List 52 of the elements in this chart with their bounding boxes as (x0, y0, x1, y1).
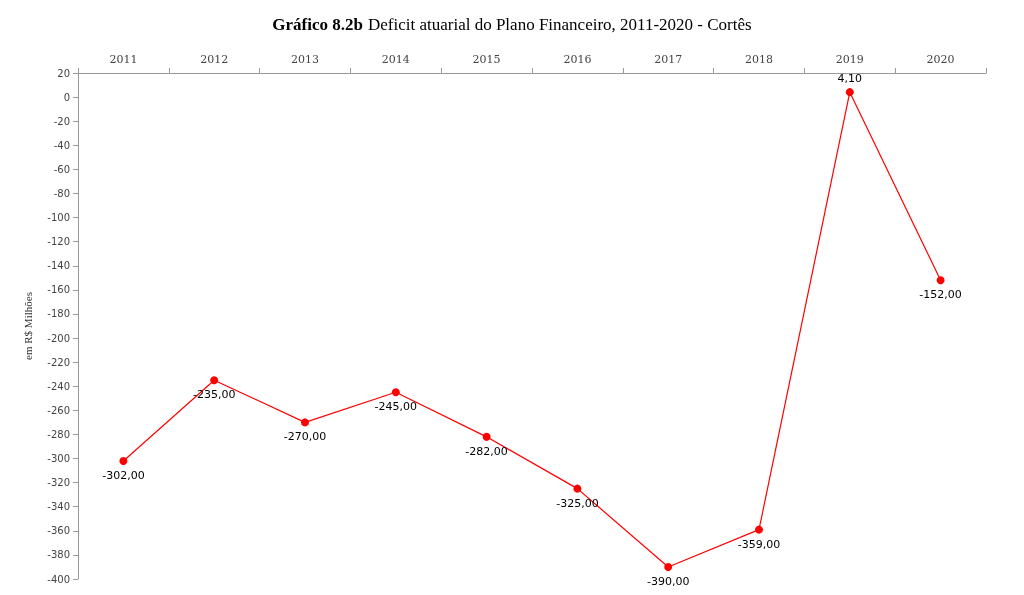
y-tick-label: -40 (53, 139, 70, 151)
x-tick-label: 2015 (472, 53, 501, 66)
point (755, 525, 763, 534)
data-label: -245,00 (374, 400, 418, 414)
x-tick-label: 2019 (835, 53, 864, 66)
y-tick-label: -140 (47, 260, 70, 272)
point (664, 562, 673, 571)
point (391, 388, 400, 397)
point (482, 432, 491, 441)
y-tick-label: -60 (53, 163, 70, 175)
chart-title: Gráfico 8.2b Deficit atuarial do Plano Financeiro, 2011-2020 - Cortês (272, 14, 752, 34)
point (210, 376, 219, 385)
y-tick-label: -400 (47, 573, 70, 585)
point (119, 456, 128, 465)
point (573, 484, 582, 493)
x-tick-label: 2012 (200, 53, 229, 66)
y-tick-label: -20 (53, 115, 70, 127)
y-tick-label: 0 (63, 91, 70, 103)
y-tick-label: -80 (53, 187, 70, 199)
y-tick-label: -320 (47, 477, 70, 489)
data-label: -359,00 (737, 537, 781, 551)
data-label: -282,00 (465, 444, 508, 458)
x-tick-label: 2018 (745, 53, 773, 66)
data-label: -270,00 (283, 430, 327, 444)
y-axis-title: em R$ Milhões (21, 292, 34, 360)
y-tick-label: -240 (47, 380, 70, 392)
y-tick-label: -120 (47, 236, 70, 248)
data-label: -390,00 (646, 574, 690, 588)
y-tick-label: -340 (47, 501, 70, 513)
y-tick-label: -280 (47, 428, 70, 440)
y-tick-label: -300 (47, 453, 70, 465)
x-tick-label: 2017 (654, 53, 683, 66)
point (301, 418, 309, 427)
y-tick-label: -360 (47, 525, 70, 537)
y-tick-label: -100 (47, 212, 70, 224)
x-tick-label: 2013 (291, 53, 319, 66)
x-tick-label: 2014 (381, 53, 410, 66)
data-label: -152,00 (919, 288, 962, 302)
y-tick-label: -200 (47, 332, 70, 344)
x-tick-label: 2016 (563, 53, 592, 66)
point (936, 276, 945, 285)
y-tick-label: -160 (47, 284, 70, 296)
x-tick-label: 2011 (109, 53, 138, 66)
y-tick-label: 20 (57, 67, 70, 79)
point (845, 88, 854, 97)
data-label: -302,00 (102, 468, 145, 482)
y-tick-label: -260 (47, 404, 70, 416)
x-tick-label: 2020 (926, 53, 955, 66)
y-tick-label: -180 (47, 308, 70, 320)
y-tick-label: -380 (47, 549, 70, 561)
data-label: 4,10 (837, 72, 863, 86)
y-tick-label: -220 (47, 356, 70, 368)
